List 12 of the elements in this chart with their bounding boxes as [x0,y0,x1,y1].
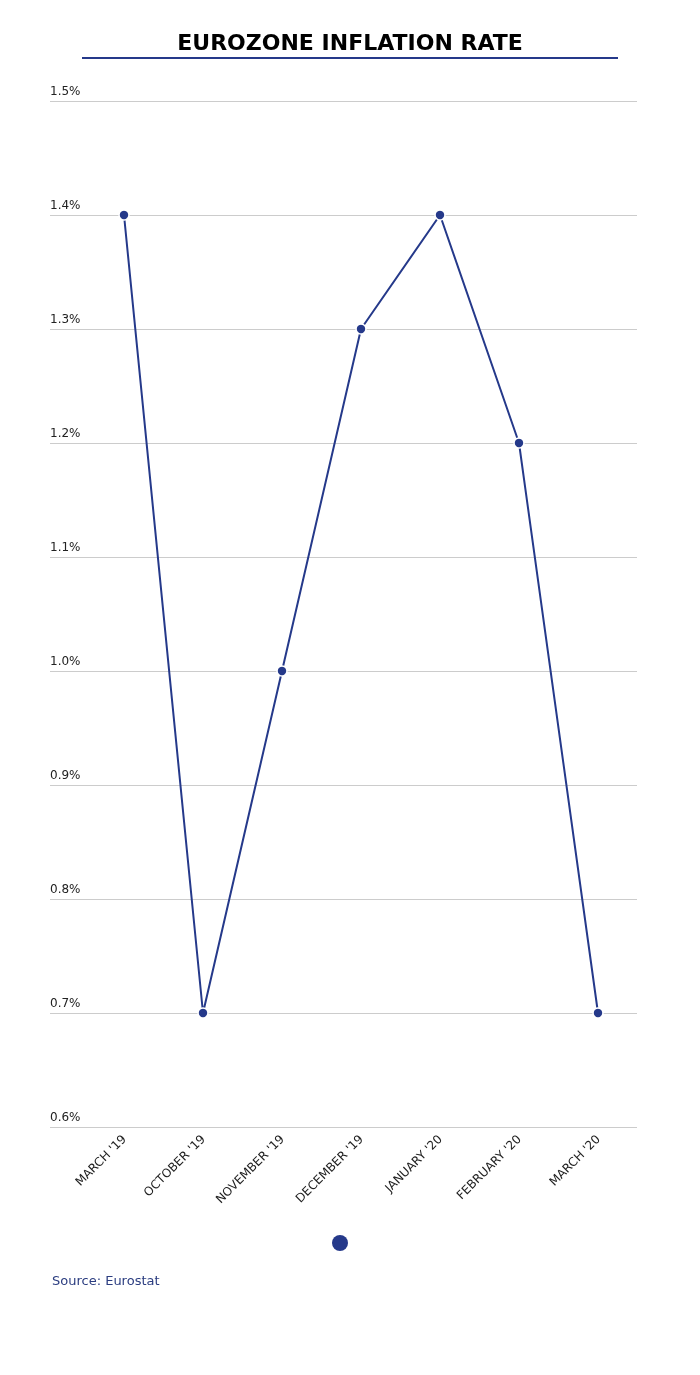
y-tick-label: 1.4% [50,198,81,212]
y-tick-label: 1.5% [50,84,81,98]
y-tick-label: 1.2% [50,426,81,440]
y-tick-label: 0.8% [50,882,81,896]
y-tick-label: 1.0% [50,654,81,668]
y-tick-label: 1.3% [50,312,81,326]
y-tick-label: 0.9% [50,768,81,782]
source-note: Source: Eurostat [52,1273,160,1288]
y-tick-label: 0.7% [50,996,81,1010]
y-tick-label: 1.1% [50,540,81,554]
chart-title: EUROZONE INFLATION RATE [177,29,523,55]
y-tick-label: 0.6% [50,1110,81,1124]
